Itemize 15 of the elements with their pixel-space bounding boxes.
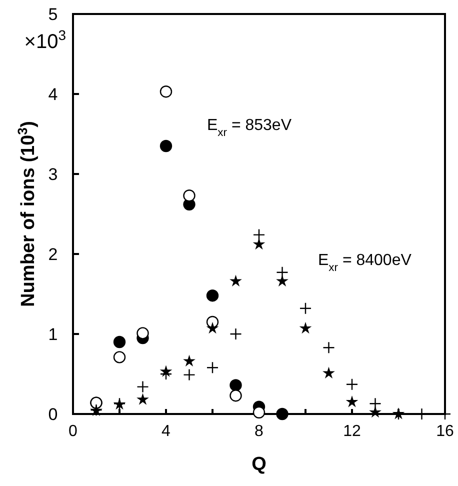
text: ×10$^{3}$ [24,27,66,53]
y-tick-label: 4 [48,85,58,104]
x-tick-label: 12 [343,423,361,440]
y-tick-label: 1 [48,325,58,344]
x-tick-label: 8 [254,423,264,440]
y-tick-label: 0 [48,405,58,424]
x-tick-label: 16 [436,423,454,440]
x-tick-label: 4 [162,423,171,440]
y-tick-label: 2 [48,245,58,264]
x-tick-label: 0 [68,423,78,440]
x-axis-title: Q [252,454,266,475]
annotation: E$_{xr}$ = 8400eV [318,252,412,274]
y-tick-label: 5 [48,5,58,24]
y-tick-label: 3 [48,165,58,184]
annotation: E$_{xr}$ = 853eV [207,117,292,139]
